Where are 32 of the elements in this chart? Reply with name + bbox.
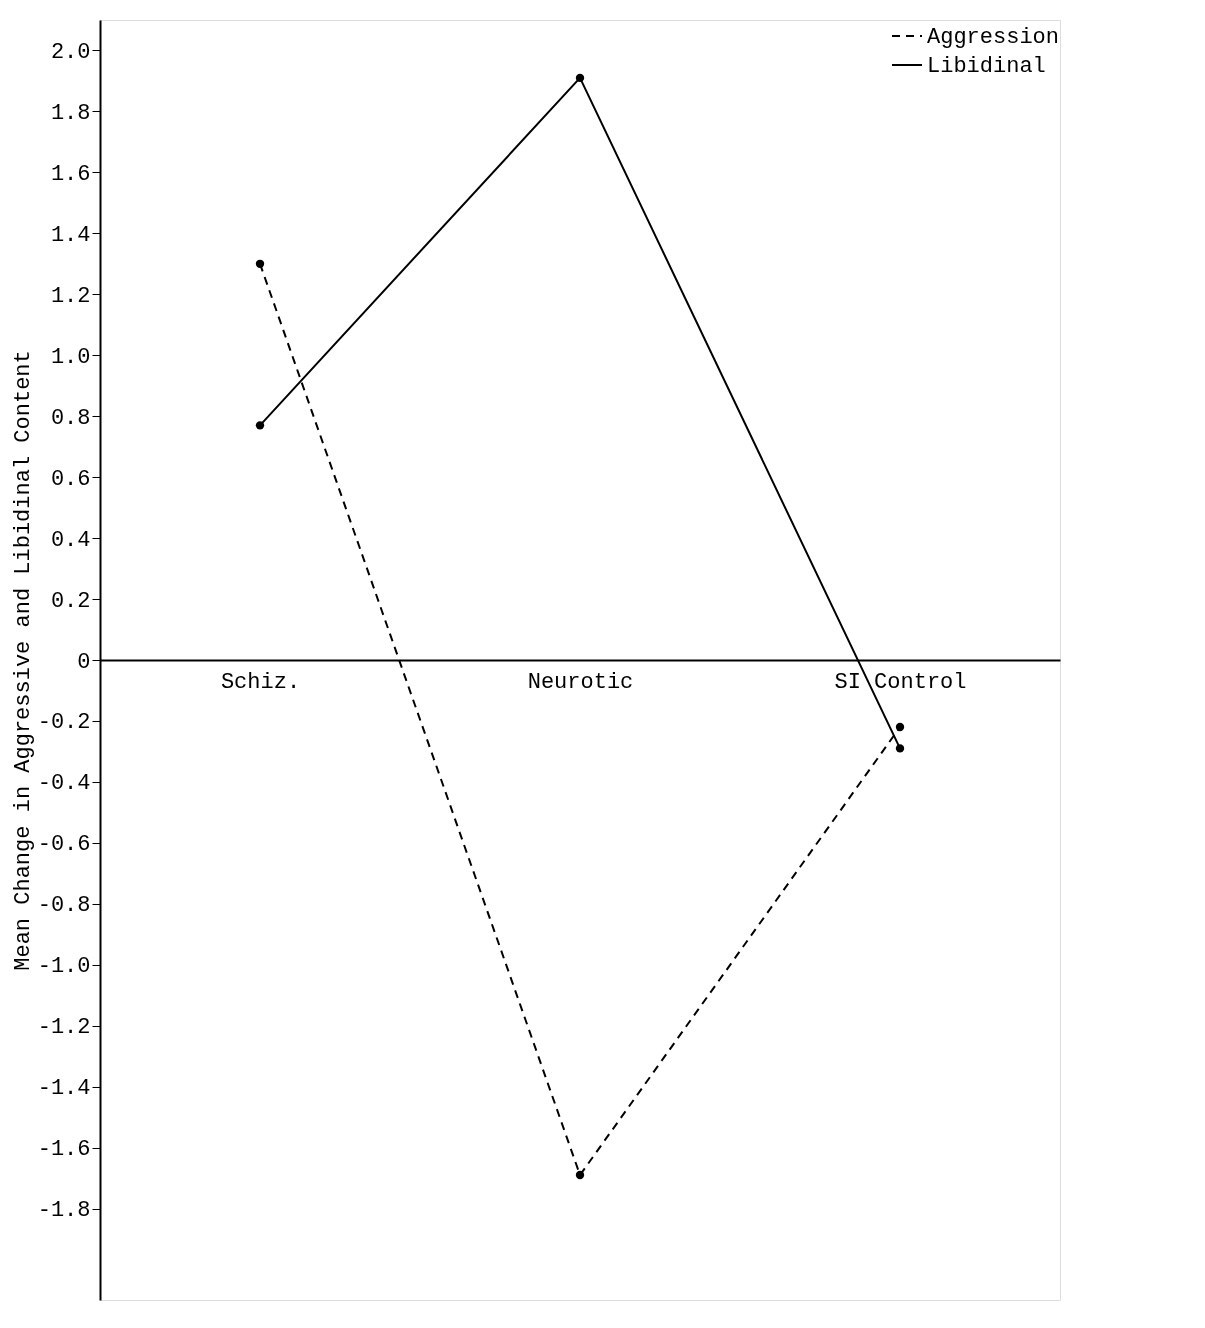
y-tick-label: 1.6 [50, 161, 91, 187]
point [895, 722, 905, 732]
y-tick-label: -1.0 [37, 954, 91, 980]
y-tick-label: 2.0 [50, 39, 91, 65]
y-tick-label: -1.2 [37, 1015, 91, 1041]
y-tick-label: -0.8 [37, 893, 91, 919]
y-tick-label: 0.6 [50, 466, 91, 492]
y-tick-label: -0.6 [37, 832, 91, 858]
y-tick-label: 0.8 [50, 405, 91, 431]
y-tick-label: -0.4 [37, 771, 91, 797]
x-tick-label: SI Control [834, 669, 967, 695]
y-tick-label: 1.4 [50, 222, 91, 248]
y-tick-label: 0.4 [50, 527, 91, 553]
y-tick-label: 1.8 [50, 100, 91, 126]
y-tick-label: 0.2 [50, 588, 91, 614]
y-tick-label: -1.4 [37, 1076, 91, 1102]
y-tick-label: 1.2 [50, 283, 91, 309]
point [255, 259, 265, 268]
legend-label: Aggression [927, 25, 1060, 50]
x-tick-label: Neurotic [527, 669, 634, 695]
point [255, 421, 265, 430]
legend-label: Libidinal [927, 54, 1046, 79]
y-tick-label: 1.0 [50, 344, 91, 370]
point [575, 1170, 585, 1180]
point [895, 744, 905, 753]
point [575, 73, 585, 83]
y-tick-label: -1.6 [37, 1137, 91, 1163]
y-tick-label: -0.2 [37, 710, 91, 736]
y-axis-title: Mean Change in Aggressive and Libidinal Content [10, 350, 36, 971]
y-tick-label: 0 [77, 649, 91, 675]
y-tick-label: -1.8 [37, 1198, 91, 1224]
x-tick-label: Schiz. [220, 669, 301, 695]
